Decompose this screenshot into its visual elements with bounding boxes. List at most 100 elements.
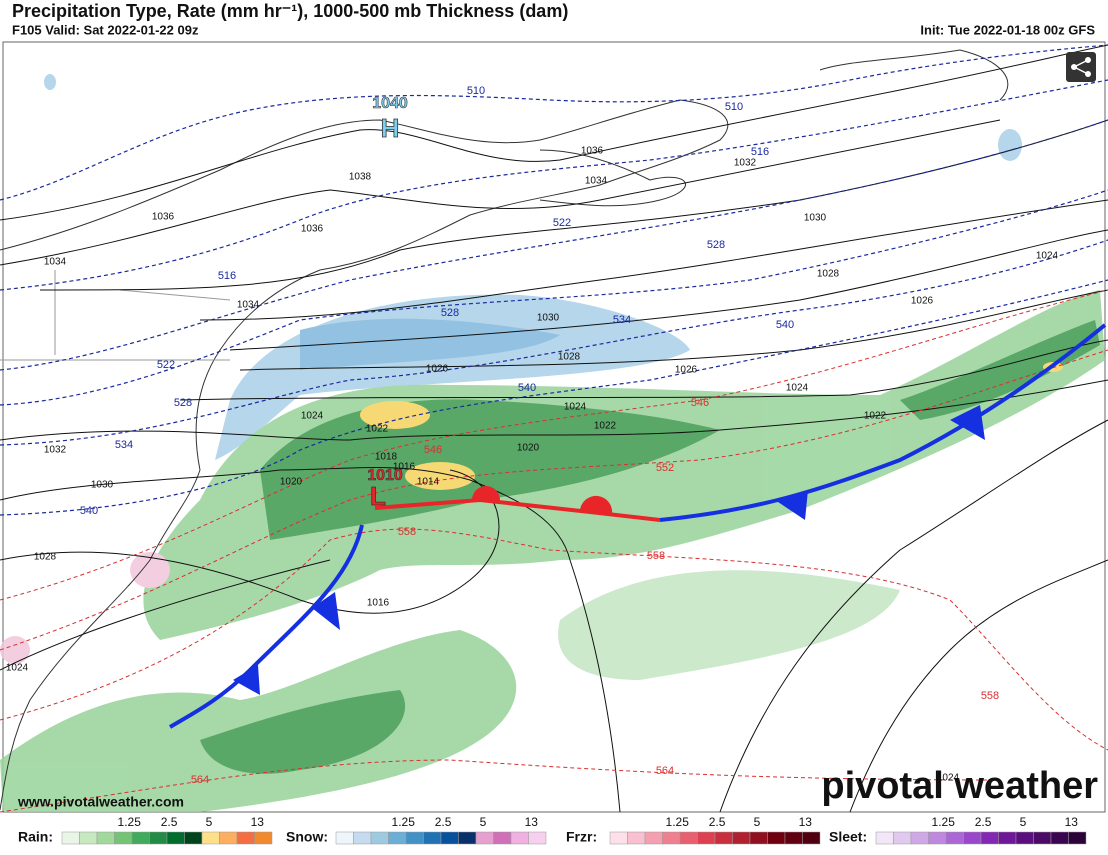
isobar-label: 1032 — [734, 158, 757, 169]
legend-swatch — [963, 831, 982, 845]
thickness-label: 510 — [467, 85, 485, 97]
isobar-label: 1014 — [417, 477, 440, 488]
legend-tick: 1.25 — [118, 815, 142, 829]
legend-swatch — [980, 831, 999, 845]
isobar-label: 1024 — [1036, 251, 1059, 262]
legend-swatch — [802, 831, 821, 845]
init-time: Init: Tue 2022-01-18 00z GFS — [920, 22, 1095, 37]
legend-swatch — [79, 831, 98, 845]
isobar-label: 1018 — [375, 452, 398, 463]
legend-swatch — [910, 831, 929, 845]
thickness-label: 510 — [725, 101, 743, 113]
isobar-label: 1034 — [44, 257, 67, 268]
pressure-center-label: H — [381, 113, 400, 143]
isobar-label: 1026 — [426, 364, 449, 375]
thickness-label: 516 — [751, 146, 769, 158]
coastlines — [0, 49, 1009, 811]
legend-swatch — [370, 831, 389, 845]
legend-swatch — [236, 831, 255, 845]
legend-swatch — [440, 831, 459, 845]
legend-swatch — [458, 831, 477, 845]
legend-tick: 2.5 — [975, 815, 992, 829]
legend-tick: 1.25 — [666, 815, 690, 829]
thickness-label: 558 — [647, 550, 665, 562]
valid-time: F105 Valid: Sat 2022-01-22 09z — [12, 22, 199, 37]
thickness-label: 558 — [398, 526, 416, 538]
legend-swatch — [219, 831, 238, 845]
thickness-label: 564 — [656, 765, 674, 777]
legend-swatch — [149, 831, 168, 845]
fronts — [168, 323, 1107, 729]
legend-swatch — [1033, 831, 1052, 845]
legend-tick: 13 — [251, 815, 265, 829]
legend-swatch — [201, 831, 220, 845]
isobar-label: 1022 — [366, 424, 389, 435]
thickness-label: 540 — [776, 319, 794, 331]
thickness-label: 546 — [424, 444, 442, 456]
legend-swatch — [96, 831, 115, 845]
isobar-label: 1022 — [864, 411, 887, 422]
legend-swatch — [166, 831, 185, 845]
legend-tick: 5 — [480, 815, 487, 829]
pressure-center-label: L — [370, 481, 386, 511]
isobar-label: 1026 — [911, 296, 934, 307]
thickness-label: 552 — [656, 462, 674, 474]
legend-tick: 5 — [1020, 815, 1027, 829]
legend-swatch — [928, 831, 947, 845]
legend-swatch — [131, 831, 150, 845]
isobar-label: 1032 — [44, 445, 67, 456]
isobar-label: 1036 — [301, 224, 324, 235]
legend-swatch — [662, 831, 681, 845]
isobar-label: 1030 — [537, 313, 560, 324]
isobar-label: 1036 — [581, 146, 604, 157]
thickness-label: 564 — [191, 774, 209, 786]
thickness-label: 540 — [518, 382, 536, 394]
thickness-label: 516 — [218, 270, 236, 282]
legend-swatch — [1015, 831, 1034, 845]
isobar-label: 1016 — [367, 598, 390, 609]
legend-swatch — [114, 831, 133, 845]
thickness-label: 534 — [613, 314, 631, 326]
legend-tick: 5 — [754, 815, 761, 829]
isobars — [0, 44, 1108, 813]
legend-swatch — [388, 831, 407, 845]
legend-swatch — [353, 831, 372, 845]
isobar-label: 1020 — [280, 477, 303, 488]
legend-tick: 1.25 — [932, 815, 956, 829]
legend-tick: 13 — [799, 815, 813, 829]
logo: pivotal weather — [821, 765, 1098, 807]
isobar-label: 1030 — [804, 213, 827, 224]
pressure-center-value: 1010 — [367, 467, 403, 484]
thickness-label: 534 — [115, 439, 133, 451]
isobar-label: 1028 — [34, 552, 57, 563]
thickness-blue — [0, 44, 1108, 516]
legend-swatch — [998, 831, 1017, 845]
legend-swatch — [528, 831, 547, 845]
thickness-label: 546 — [691, 397, 709, 409]
isobar-label: 1026 — [675, 365, 698, 376]
share-button[interactable] — [1066, 52, 1096, 82]
legend-name: Snow: — [286, 829, 328, 845]
legend-swatch — [945, 831, 964, 845]
thickness-label: 522 — [553, 217, 571, 229]
legend-tick: 2.5 — [435, 815, 452, 829]
isobar-label: 1034 — [237, 300, 260, 311]
legend-swatch — [875, 831, 894, 845]
legend-swatch — [749, 831, 768, 845]
legend-swatch — [254, 831, 273, 845]
isobar-label: 1034 — [585, 176, 608, 187]
legend-swatch — [423, 831, 442, 845]
legend-swatch — [627, 831, 646, 845]
isobar-label: 1038 — [349, 172, 372, 183]
legend-tick: 13 — [1065, 815, 1079, 829]
legend-swatch — [893, 831, 912, 845]
isobar-label: 1016 — [393, 462, 416, 473]
isobar-label: 1022 — [594, 421, 617, 432]
legend-swatch — [609, 831, 628, 845]
thickness-label: 558 — [981, 690, 999, 702]
thickness-red — [0, 289, 1108, 813]
legend-swatch — [61, 831, 80, 845]
legend-tick: 5 — [206, 815, 213, 829]
isobar-label: 1030 — [91, 480, 114, 491]
